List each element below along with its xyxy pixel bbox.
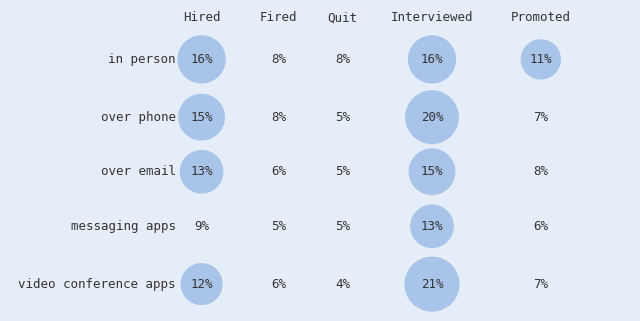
Text: 8%: 8% xyxy=(335,53,350,66)
Text: messaging apps: messaging apps xyxy=(71,220,176,233)
Ellipse shape xyxy=(180,151,223,193)
Text: Promoted: Promoted xyxy=(511,11,571,24)
Text: 20%: 20% xyxy=(420,111,444,124)
Ellipse shape xyxy=(405,257,459,311)
Text: 6%: 6% xyxy=(271,165,286,178)
Text: in person: in person xyxy=(109,53,176,66)
Text: Hired: Hired xyxy=(183,11,220,24)
Text: 11%: 11% xyxy=(529,53,552,66)
Text: 9%: 9% xyxy=(194,220,209,233)
Text: 7%: 7% xyxy=(533,278,548,291)
Text: 21%: 21% xyxy=(420,278,444,291)
Ellipse shape xyxy=(406,91,458,143)
Ellipse shape xyxy=(179,94,224,140)
Text: over phone: over phone xyxy=(101,111,176,124)
Text: 15%: 15% xyxy=(190,111,213,124)
Text: 16%: 16% xyxy=(420,53,444,66)
Text: video conference apps: video conference apps xyxy=(19,278,176,291)
Ellipse shape xyxy=(410,149,454,195)
Text: 8%: 8% xyxy=(533,165,548,178)
Ellipse shape xyxy=(178,36,225,83)
Text: 4%: 4% xyxy=(335,278,350,291)
Text: 5%: 5% xyxy=(335,220,350,233)
Text: 13%: 13% xyxy=(420,220,444,233)
Text: Fired: Fired xyxy=(260,11,297,24)
Text: 6%: 6% xyxy=(271,278,286,291)
Text: over email: over email xyxy=(101,165,176,178)
Ellipse shape xyxy=(411,205,453,247)
Text: Interviewed: Interviewed xyxy=(391,11,473,24)
Text: 12%: 12% xyxy=(190,278,213,291)
Text: 5%: 5% xyxy=(271,220,286,233)
Text: 5%: 5% xyxy=(335,165,350,178)
Text: 13%: 13% xyxy=(190,165,213,178)
Text: 8%: 8% xyxy=(271,53,286,66)
Ellipse shape xyxy=(181,264,222,304)
Ellipse shape xyxy=(522,40,560,79)
Text: 16%: 16% xyxy=(190,53,213,66)
Text: 15%: 15% xyxy=(420,165,444,178)
Text: 8%: 8% xyxy=(271,111,286,124)
Ellipse shape xyxy=(408,36,456,83)
Text: 6%: 6% xyxy=(533,220,548,233)
Text: 5%: 5% xyxy=(335,111,350,124)
Text: 7%: 7% xyxy=(533,111,548,124)
Text: Quit: Quit xyxy=(328,11,357,24)
